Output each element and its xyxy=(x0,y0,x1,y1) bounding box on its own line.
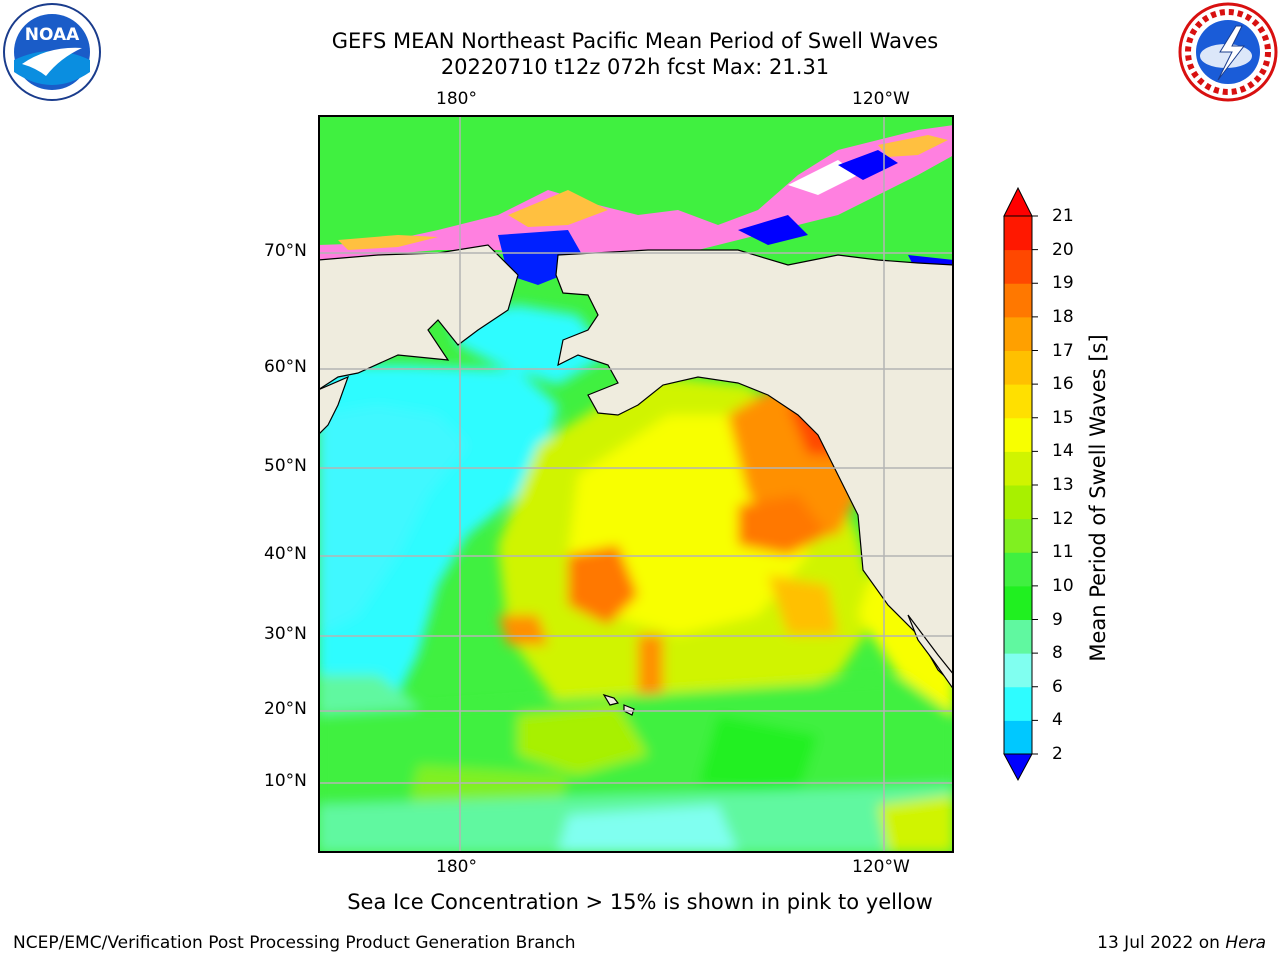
colorbar xyxy=(1003,186,1038,782)
lat-label-70n: 70°N xyxy=(264,241,307,261)
colorbar-tick-label: 13 xyxy=(1052,475,1074,495)
colorbar-bin xyxy=(1004,384,1032,419)
colorbar-bin xyxy=(1004,518,1032,553)
national-weather-service-logo xyxy=(1178,2,1278,102)
colorbar-tick-label: 20 xyxy=(1052,239,1074,260)
lat-label-20n: 20°N xyxy=(264,699,307,719)
footer-date-text: 13 Jul 2022 on xyxy=(1097,933,1226,953)
colorbar-bin xyxy=(1004,350,1032,385)
footer-machine: Hera xyxy=(1225,933,1266,953)
colorbar-tick-label: 14 xyxy=(1052,441,1074,462)
colorbar-bin xyxy=(1004,316,1032,351)
colorbar-over-arrow xyxy=(1003,186,1033,217)
colorbar-bin xyxy=(1004,485,1032,520)
colorbar-bin xyxy=(1004,686,1032,721)
chart-subtitle: 20220710 t12z 072h fcst Max: 21.31 xyxy=(440,55,830,79)
chart-title: GEFS MEAN Northeast Pacific Mean Period … xyxy=(331,29,939,53)
colorbar-bin xyxy=(1004,619,1032,654)
colorbar-tick-label: 2 xyxy=(1052,744,1063,764)
colorbar-bin xyxy=(1004,283,1032,318)
colorbar-tick-label: 10 xyxy=(1052,575,1074,596)
lon-label-top-120w: 120°W xyxy=(852,89,910,109)
noaa-logo: NOAA xyxy=(2,2,102,102)
lon-label-top-180: 180° xyxy=(436,89,477,109)
map-frame xyxy=(318,115,954,853)
colorbar-tick-label: 19 xyxy=(1052,273,1074,294)
sea-ice-note: Sea Ice Concentration > 15% is shown in … xyxy=(347,890,933,914)
lat-label-60n: 60°N xyxy=(264,357,307,377)
lat-label-50n: 50°N xyxy=(264,456,307,476)
lon-label-bottom-180: 180° xyxy=(436,857,477,877)
colorbar-label: Mean Period of Swell Waves [s] xyxy=(1086,334,1110,662)
colorbar-bin xyxy=(1004,653,1032,688)
svg-text:NOAA: NOAA xyxy=(25,25,80,45)
colorbar-tick-label: 21 xyxy=(1052,206,1074,226)
colorbar-tick-label: 16 xyxy=(1052,374,1074,395)
footer-producer: NCEP/EMC/Verification Post Processing Pr… xyxy=(13,933,576,953)
swell-period-field xyxy=(318,305,954,853)
lat-label-10n: 10°N xyxy=(264,771,307,791)
swell-period-map xyxy=(318,115,954,853)
lat-label-40n: 40°N xyxy=(264,544,307,564)
colorbar-tick-label: 11 xyxy=(1052,542,1074,563)
colorbar-bin xyxy=(1004,417,1032,452)
colorbar-bin xyxy=(1004,451,1032,486)
colorbar-tick-label: 18 xyxy=(1052,306,1074,327)
colorbar-bin xyxy=(1004,585,1032,620)
colorbar-bin xyxy=(1004,552,1032,587)
land xyxy=(318,244,954,716)
colorbar-tick-label: 6 xyxy=(1052,676,1063,697)
lon-label-bottom-120w: 120°W xyxy=(852,857,910,877)
lat-label-30n: 30°N xyxy=(264,624,307,644)
colorbar-tick-label: 8 xyxy=(1052,643,1063,664)
footer-date: 13 Jul 2022 on Hera xyxy=(1097,933,1266,953)
colorbar-tick-label: 9 xyxy=(1052,609,1063,630)
colorbar-bin xyxy=(1004,249,1032,284)
colorbar-tick-label: 12 xyxy=(1052,508,1074,529)
colorbar-tick-label: 4 xyxy=(1052,710,1063,731)
colorbar-tick-label: 15 xyxy=(1052,407,1074,428)
colorbar-tick-label: 17 xyxy=(1052,340,1074,361)
colorbar-bin xyxy=(1004,216,1032,251)
colorbar-under-arrow xyxy=(1003,753,1033,782)
colorbar-bin xyxy=(1004,720,1032,755)
graticule xyxy=(318,115,954,853)
